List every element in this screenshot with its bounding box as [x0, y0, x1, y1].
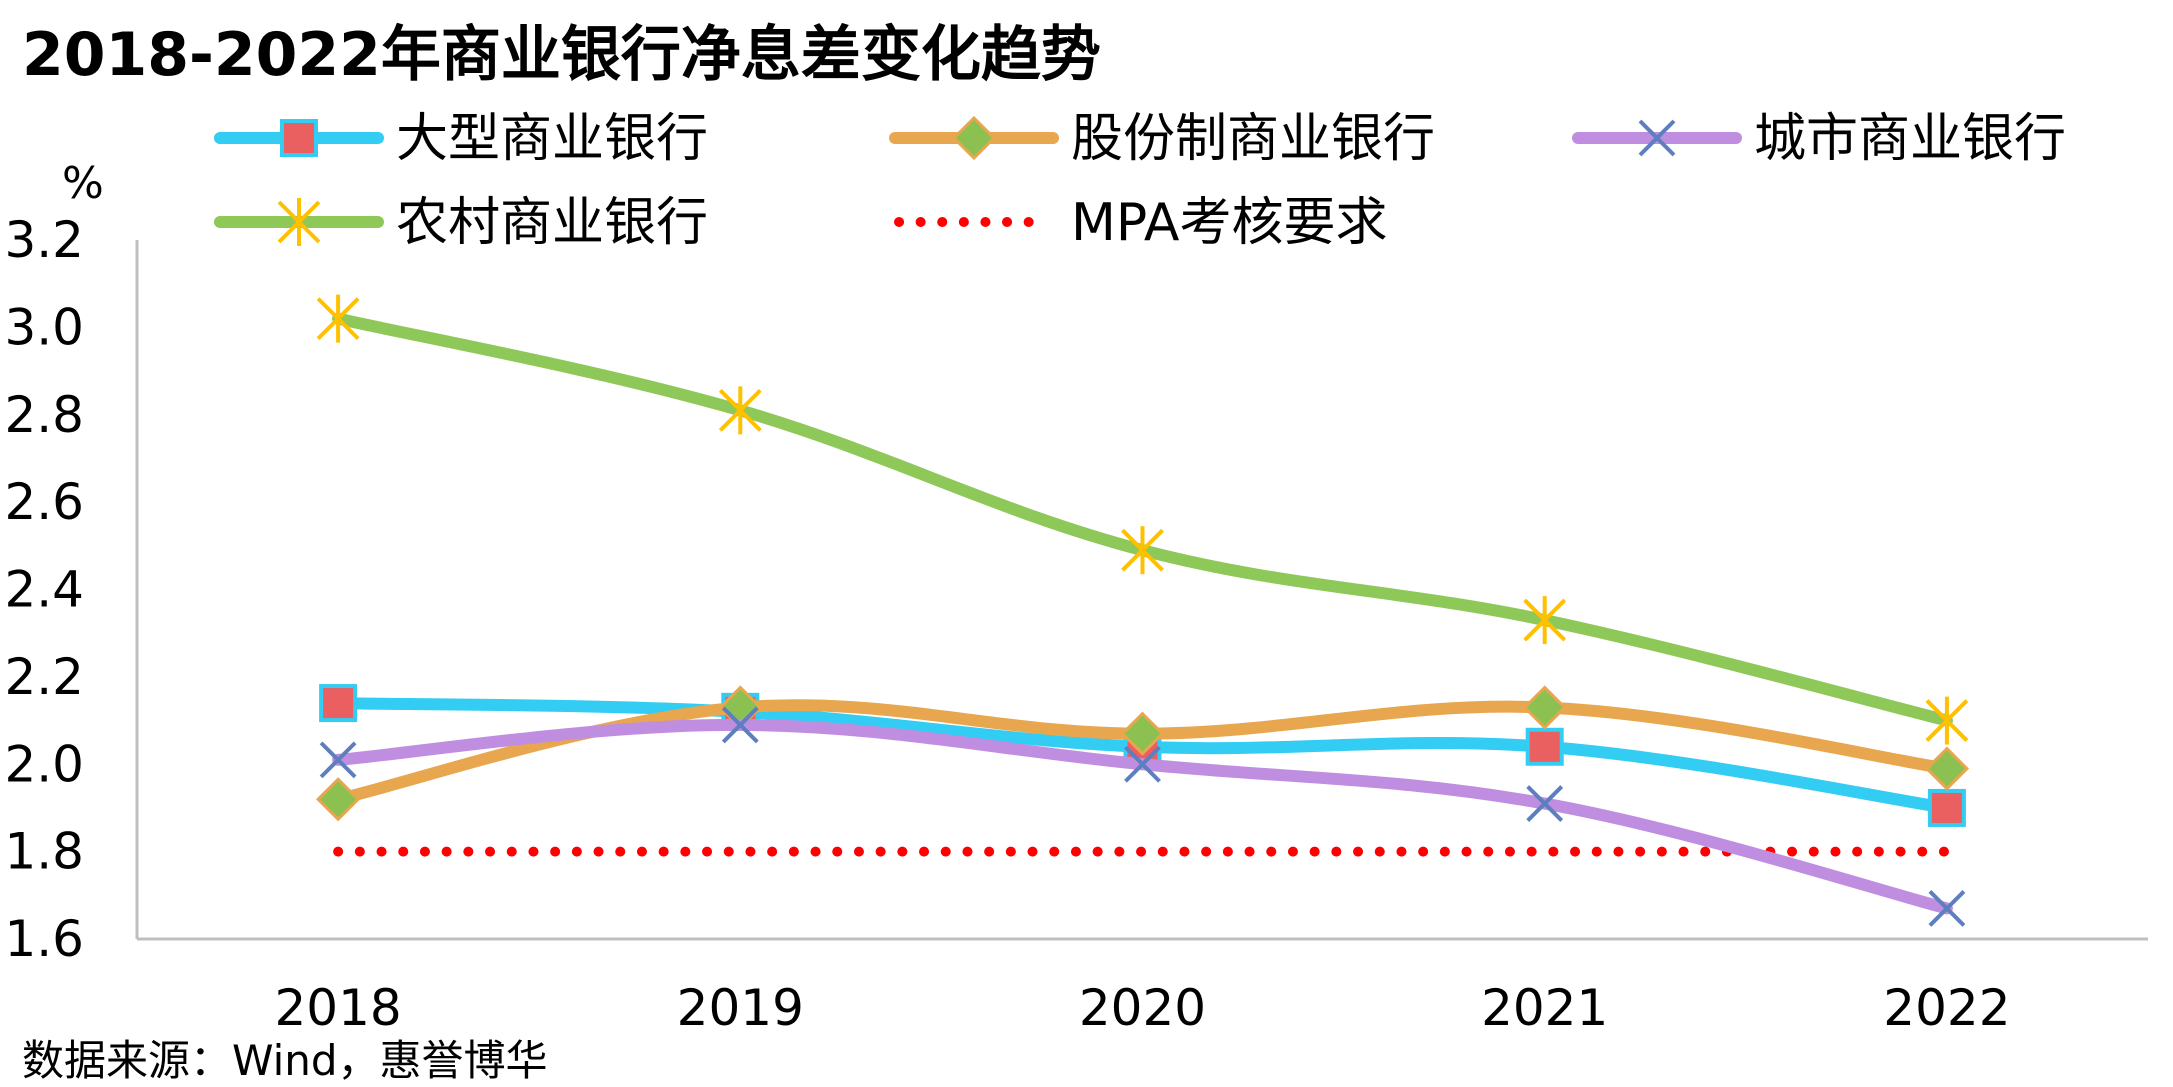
series-layer — [315, 294, 1970, 927]
legend-label: 大型商业银行 — [396, 109, 708, 169]
axes: 1.6 1.8 2.0 2.2 2.4 2.6 2.8 3.0 3.2 2018 2019 2020 2… — [4, 211, 2148, 1037]
series-4-point-2020 — [1121, 526, 1164, 575]
y-tick-label: 2.2 — [4, 648, 84, 706]
legend-item-2: 股份制商业银行 — [889, 109, 1435, 169]
series-1-point-2021 — [1525, 727, 1564, 766]
legend-marker — [951, 115, 997, 161]
series-3-point-2022 — [1928, 890, 1966, 927]
y-tick-label: 2.6 — [4, 473, 84, 531]
series-3 — [319, 706, 1966, 927]
y-tick-label: 2.4 — [4, 561, 84, 619]
legend-label: MPA考核要求 — [1071, 193, 1387, 253]
series-2-point-2020 — [1120, 711, 1165, 756]
x-tick-label: 2021 — [1481, 979, 1608, 1037]
legend-item-4: 农村商业银行 — [214, 193, 708, 253]
series-3-point-2020 — [1124, 745, 1161, 783]
legend-marker — [277, 198, 321, 246]
legend-item-1: 大型商业银行 — [214, 109, 708, 169]
x-tick-label: 2019 — [677, 979, 804, 1037]
series-2-point-2018 — [315, 777, 361, 822]
chart-title: 2018-2022年商业银行净息差变化趋势 — [22, 20, 1101, 90]
x-tick-label: 2020 — [1079, 979, 1206, 1037]
series-3-point-2021 — [1526, 785, 1564, 822]
x-tick-label: 2022 — [1883, 979, 2010, 1037]
y-axis-unit: % — [62, 158, 104, 209]
y-tick-label: 1.6 — [4, 910, 84, 968]
legend-label: 股份制商业银行 — [1071, 109, 1435, 169]
legend-marker — [280, 119, 318, 157]
series-4-line — [332, 312, 1953, 727]
series-3-point-2018 — [319, 741, 357, 779]
legend-marker — [1638, 119, 1676, 157]
series-4-point-2018 — [316, 294, 360, 343]
source-note: 数据来源：Wind，惠誉博华 — [22, 1036, 548, 1085]
series-1-point-2018 — [319, 684, 358, 723]
y-tick-label: 1.8 — [4, 823, 84, 881]
y-tick-label: 3.0 — [4, 298, 84, 356]
series-2-point-2022 — [1924, 746, 1970, 791]
series-4-point-2019 — [718, 386, 762, 435]
series-3-point-2019 — [721, 706, 759, 744]
y-tick-label: 2.0 — [4, 735, 84, 793]
legend-label: 农村商业银行 — [396, 193, 708, 253]
series-4-point-2022 — [1925, 696, 1969, 745]
series-4 — [316, 294, 1969, 745]
legend-item-3: 城市商业银行 — [1572, 109, 2066, 169]
x-tick-label: 2018 — [274, 979, 401, 1037]
series-1-point-2022 — [1927, 788, 1966, 827]
y-tick-label: 2.8 — [4, 386, 84, 444]
legend-item-5: MPA考核要求 — [894, 193, 1387, 253]
legend-label: 城市商业银行 — [1754, 109, 2066, 169]
y-tick-label: 3.2 — [4, 211, 84, 269]
series-2-point-2021 — [1522, 685, 1567, 730]
series-4-point-2021 — [1523, 596, 1567, 645]
